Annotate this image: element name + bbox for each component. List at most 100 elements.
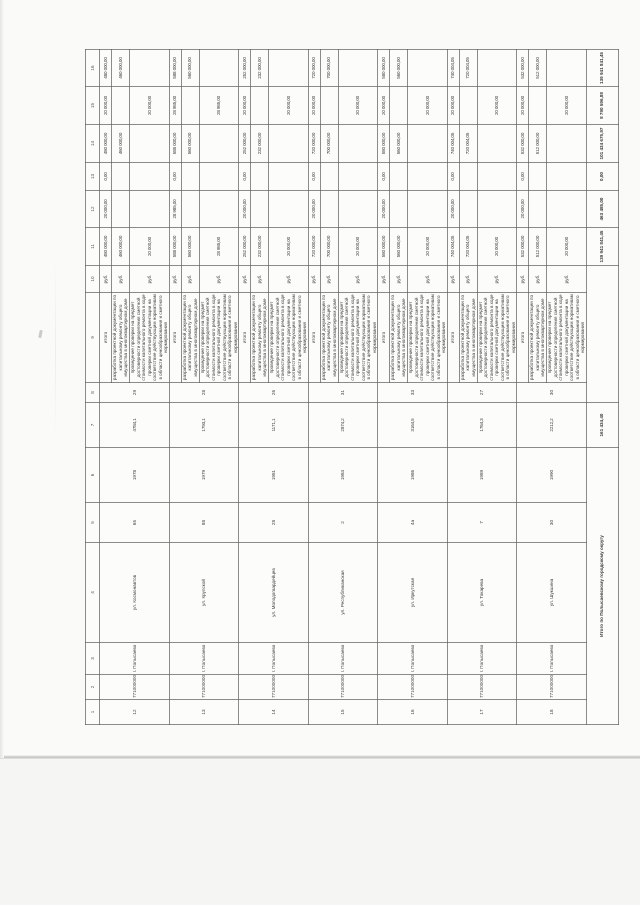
money-cell xyxy=(477,190,517,228)
area-cell: 1793,1 xyxy=(169,402,239,448)
money-cell: 460 000,00 xyxy=(111,227,130,266)
table-row: 16 7710000005 г. Полысаево ул. Иркутская 4а 1… xyxy=(377,49,447,725)
code-cell: 7710000001 xyxy=(99,674,169,700)
house-number-cell: 88 xyxy=(169,502,239,543)
money-cell: 0,00 xyxy=(169,162,181,191)
unit-cell: руб. xyxy=(111,265,130,293)
work-type-cell: итого xyxy=(447,292,459,383)
money-cell: 740 004,05 xyxy=(447,124,459,163)
money-cell: 588 000,00 xyxy=(169,227,181,266)
money-cell: 20 000,00 xyxy=(99,190,112,228)
money-cell: 20 000,00 xyxy=(546,86,586,125)
money-cell: 28 985,00 xyxy=(169,190,181,228)
table-row: 12 7710000001 г. Полысаево ул. Космонавтов 6… xyxy=(99,49,169,725)
money-cell: 700 000,00 xyxy=(320,124,338,163)
money-cell: 740 004,05 xyxy=(447,227,459,266)
money-cell xyxy=(129,124,169,163)
street-cell: ул. Космонавтов xyxy=(99,542,169,643)
money-cell: 20 000,00 xyxy=(377,190,390,228)
money-cell: 560 000,00 xyxy=(181,227,199,266)
money-cell: 20 000,00 xyxy=(377,86,390,125)
total-money-cell: 0,00 xyxy=(586,162,618,191)
money-cell: 20 000,00 xyxy=(516,190,529,228)
area-cell: 2874,2 xyxy=(308,402,378,448)
column-number-cell: 5 xyxy=(85,502,100,543)
column-number-cell: 3 xyxy=(85,642,100,675)
money-cell: 20 000,00 xyxy=(516,86,529,125)
city-cell: г. Полысаево xyxy=(169,642,239,675)
unit-cell: руб. xyxy=(516,265,529,293)
money-cell: 20 000,00 xyxy=(268,86,308,125)
column-number-cell: 7 xyxy=(85,402,100,448)
unit-cell: руб. xyxy=(546,265,586,293)
money-cell: 720 000,00 xyxy=(308,124,320,163)
page-edge-shadow xyxy=(0,755,640,759)
money-cell: 512 000,00 xyxy=(528,227,547,266)
unit-cell: руб. xyxy=(477,265,517,293)
street-cell: ул. Шукшина xyxy=(516,542,586,643)
city-cell: г. Полысаево xyxy=(238,642,308,675)
work-type-cell: разработка проектной документации по кап… xyxy=(389,292,408,383)
money-cell: 532 000,00 xyxy=(516,124,529,163)
work-type-cell: проведение проверки на предмет достоверн… xyxy=(338,292,378,383)
money-cell: 740 004,05 xyxy=(447,49,459,87)
money-cell xyxy=(268,162,308,191)
money-cell xyxy=(477,49,517,87)
money-cell xyxy=(338,124,378,163)
money-cell: 588 000,00 xyxy=(169,124,181,163)
unit-cell: руб. xyxy=(308,265,320,293)
money-cell xyxy=(111,86,130,125)
unit-cell: руб. xyxy=(377,265,390,293)
city-cell: г. Полысаево xyxy=(516,642,586,675)
money-cell: 28 985,00 xyxy=(199,227,239,266)
money-cell xyxy=(477,124,517,163)
area-cell: 3164,5 xyxy=(377,402,447,448)
money-cell: 0,00 xyxy=(377,162,390,191)
money-cell xyxy=(459,162,477,191)
year-cell: 1984 xyxy=(308,447,378,503)
column-number-cell: 2 xyxy=(85,674,100,700)
money-cell: 28 985,00 xyxy=(169,86,181,125)
money-cell: 232 000,00 xyxy=(250,124,269,163)
column-number-cell: 6 xyxy=(85,447,100,503)
money-cell xyxy=(546,190,586,228)
money-cell xyxy=(407,190,447,228)
money-cell xyxy=(320,162,338,191)
city-cell: г. Полысаево xyxy=(447,642,517,675)
people-count-cell: 29 xyxy=(99,382,169,403)
total-money-cell: 463 485,00 xyxy=(586,190,618,228)
money-cell: 252 000,00 xyxy=(238,49,251,87)
money-cell: 20 000,00 xyxy=(477,227,517,266)
city-cell: г. Полысаево xyxy=(99,642,169,675)
work-type-cell: проведение проверки на предмет достоверн… xyxy=(199,292,239,383)
column-number-cell: 1 xyxy=(85,699,100,725)
money-cell: 20 000,00 xyxy=(447,86,459,125)
year-cell: 1978 xyxy=(99,447,169,503)
money-cell xyxy=(181,86,199,125)
area-cell: 1764,3 xyxy=(447,402,517,448)
work-type-cell: разработка проектной документации по кап… xyxy=(250,292,269,383)
money-cell: 20 000,00 xyxy=(129,86,169,125)
paper-fold-line xyxy=(55,260,56,440)
money-cell: 20 000,00 xyxy=(407,86,447,125)
money-cell xyxy=(268,49,308,87)
code-cell: 7710000002 xyxy=(169,674,239,700)
street-cell: ул. Крупской xyxy=(169,542,239,643)
work-type-cell: проведение проверки на предмет достоверн… xyxy=(129,292,169,383)
money-cell: 480 000,00 xyxy=(99,49,112,87)
code-cell: 7710000004 xyxy=(308,674,378,700)
money-cell xyxy=(199,124,239,163)
money-cell xyxy=(528,190,547,228)
money-cell xyxy=(407,162,447,191)
money-cell xyxy=(546,162,586,191)
money-cell: 720 000,00 xyxy=(308,227,320,266)
money-cell xyxy=(459,190,477,228)
money-cell xyxy=(250,190,269,228)
money-cell: 20 000,00 xyxy=(447,190,459,228)
money-cell xyxy=(320,190,338,228)
money-cell xyxy=(477,162,517,191)
year-cell: 1986 xyxy=(377,447,447,503)
money-cell xyxy=(111,190,130,228)
money-cell: 532 000,00 xyxy=(516,227,529,266)
money-cell: 700 000,00 xyxy=(320,49,338,87)
